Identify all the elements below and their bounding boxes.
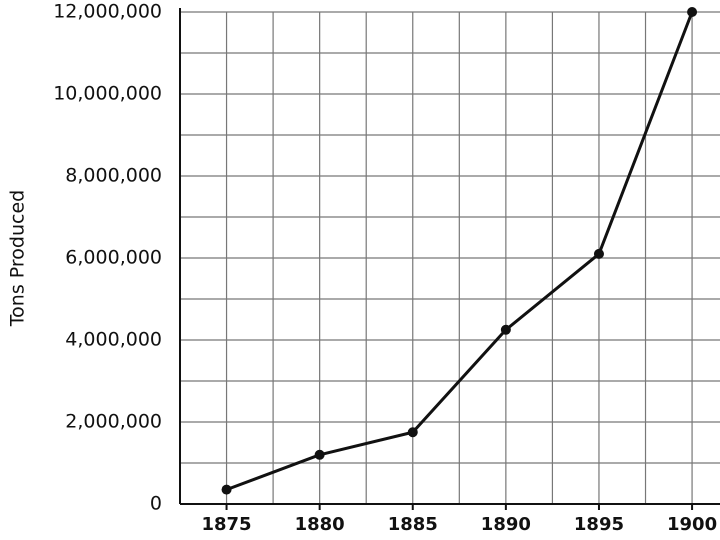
y-tick-label: 0 [150,493,162,515]
y-axis-label: Tons Produced [7,190,29,327]
x-tick-label: 1895 [574,514,624,535]
point [314,449,325,460]
y-tick-label: 10,000,000 [53,83,162,105]
point [500,324,511,335]
x-tick-label: 1875 [201,514,251,535]
y-tick-label: 12,000,000 [53,1,162,23]
x-tick-label: 1880 [295,514,345,535]
point [593,248,604,259]
line [226,11,694,492]
point [407,427,418,438]
point [221,484,232,495]
x-tick-label: 1885 [388,514,438,535]
x-tick-label: 1900 [667,514,717,535]
y-tick-label: 6,000,000 [65,247,162,269]
y-tick-label: 2,000,000 [65,411,162,433]
point [687,7,698,17]
y-tick-label: 4,000,000 [65,329,162,351]
x-tick-label: 1890 [481,514,531,535]
y-tick-label: 8,000,000 [65,165,162,187]
